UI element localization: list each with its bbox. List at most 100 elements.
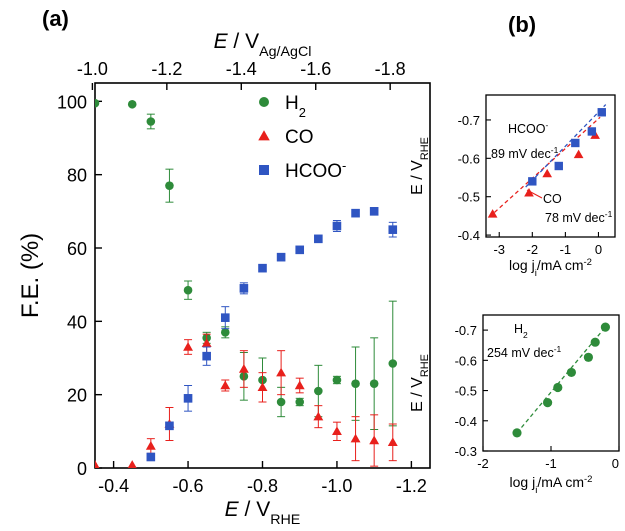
- y-axis-title: E / VRHE: [409, 137, 431, 195]
- point-h2: [512, 428, 522, 438]
- point-co: [524, 188, 534, 197]
- point-hcoo: [146, 452, 156, 462]
- y-tick-label: 40: [67, 312, 87, 332]
- point-co: [276, 367, 287, 377]
- y-tick-label: 100: [57, 92, 87, 112]
- x2-tick-label: -1.2: [151, 59, 182, 79]
- inset-bottom-chart: -2 -1 0 -0.3 -0.4 -0.5 -0.6 -0.7 log ji/mA cm-2 E…: [409, 314, 620, 496]
- point-h2: [583, 352, 594, 362]
- x-axis-title: log ji/mA cm-2: [509, 257, 592, 279]
- legend-marker: [258, 130, 270, 141]
- point-h2: [146, 117, 156, 126]
- x-tick-label: 0: [595, 242, 602, 257]
- plot-frame: [485, 94, 616, 238]
- point-hcoo: [276, 252, 286, 262]
- point-hcoo: [183, 394, 193, 403]
- x-tick-label: 0: [612, 456, 619, 471]
- y-tick-label: 80: [67, 166, 87, 186]
- x-tick-label: -2: [527, 242, 539, 257]
- point-co: [487, 209, 498, 218]
- legend-marker: [259, 97, 269, 107]
- point-h2: [314, 386, 323, 396]
- point-co: [350, 433, 361, 443]
- point-h2: [127, 99, 137, 109]
- point-hcoo: [587, 127, 597, 136]
- point-h2: [553, 382, 563, 393]
- x-tick-label: -2: [477, 456, 489, 471]
- point-hcoo: [295, 245, 305, 255]
- y-axis-title: E / VRHE: [409, 354, 431, 412]
- y-tick-label: -0.3: [455, 444, 477, 459]
- y-tick-label: -0.7: [458, 113, 480, 128]
- annotation-h2-slope: 254 mV dec-1: [487, 344, 562, 360]
- point-hcoo: [220, 313, 230, 322]
- point-co: [573, 149, 584, 159]
- y-tick-label: -0.6: [455, 353, 477, 368]
- legend-label: HCOO-: [285, 158, 346, 183]
- x-tick-label: -0.6: [173, 476, 204, 496]
- x2-tick-label: -1.4: [226, 59, 257, 79]
- point-co: [542, 168, 553, 178]
- point-h2: [165, 181, 174, 190]
- point-co: [257, 382, 268, 392]
- point-co: [238, 364, 249, 373]
- plot-frame: [94, 82, 431, 469]
- point-co: [183, 342, 194, 351]
- annotation-h2: H2: [514, 322, 528, 340]
- inset-top-chart: -3 -2 -1 0 -0.4 -0.5 -0.6 -0.7 log ji/mA cm-2 E /…: [409, 94, 616, 279]
- y-tick-label: -0.6: [458, 151, 480, 166]
- point-h2: [332, 375, 342, 385]
- point-h2: [295, 397, 305, 407]
- point-hcoo: [165, 421, 174, 431]
- point-co: [369, 435, 380, 445]
- point-h2: [566, 367, 577, 378]
- point-co: [201, 338, 212, 348]
- panel-label-a: (a): [42, 6, 69, 31]
- point-co: [127, 460, 137, 468]
- x-axis-title: log ji/mA cm-2: [510, 474, 593, 496]
- y-tick-label: -0.5: [458, 190, 480, 205]
- y-tick-label: -0.4: [458, 228, 480, 243]
- fit-line: [488, 116, 601, 218]
- x2-tick-label: -1.8: [375, 59, 406, 79]
- legend-marker: [259, 165, 269, 175]
- point-co: [145, 441, 156, 450]
- y-tick-label: -0.4: [455, 414, 477, 429]
- point-hcoo: [351, 208, 360, 218]
- x2-tick-label: -1.0: [77, 59, 108, 79]
- x2-tick-label: -1.6: [300, 59, 331, 79]
- annotation-hcoo: HCOO-: [508, 120, 549, 136]
- point-hcoo: [571, 138, 580, 148]
- data-layer: [95, 98, 398, 468]
- point-co: [331, 426, 342, 436]
- point-hcoo: [202, 351, 211, 361]
- x-axis-title: E / VRHE: [225, 498, 301, 528]
- annotation-co-slope: 78 mV dec-1: [545, 209, 613, 225]
- x2-axis-title: E / VAg/AgCl: [214, 30, 312, 60]
- point-h2: [220, 328, 230, 337]
- y-tick-label: 20: [67, 386, 87, 406]
- point-hcoo: [258, 263, 267, 273]
- y-tick-label: 0: [77, 459, 87, 479]
- point-hcoo: [314, 234, 323, 244]
- point-hcoo: [597, 108, 606, 117]
- y-tick-label: -0.7: [455, 323, 477, 338]
- point-h2: [388, 359, 398, 368]
- point-co: [387, 437, 398, 447]
- point-h2: [600, 322, 611, 332]
- x-tick-label: -1: [560, 242, 572, 257]
- point-h2: [276, 397, 286, 407]
- fit-line: [525, 104, 607, 188]
- x-tick-label: -1.0: [321, 476, 352, 496]
- point-hcoo: [239, 284, 249, 293]
- point-h2: [590, 337, 600, 347]
- point-hcoo: [369, 207, 379, 216]
- point-h2: [369, 379, 379, 388]
- x-tick-label: -1.2: [396, 476, 427, 496]
- point-co: [313, 411, 324, 421]
- x-tick-label: -3: [493, 242, 505, 257]
- point-hcoo: [528, 177, 537, 186]
- x-tick-label: -1: [545, 456, 557, 471]
- point-h2: [95, 98, 100, 108]
